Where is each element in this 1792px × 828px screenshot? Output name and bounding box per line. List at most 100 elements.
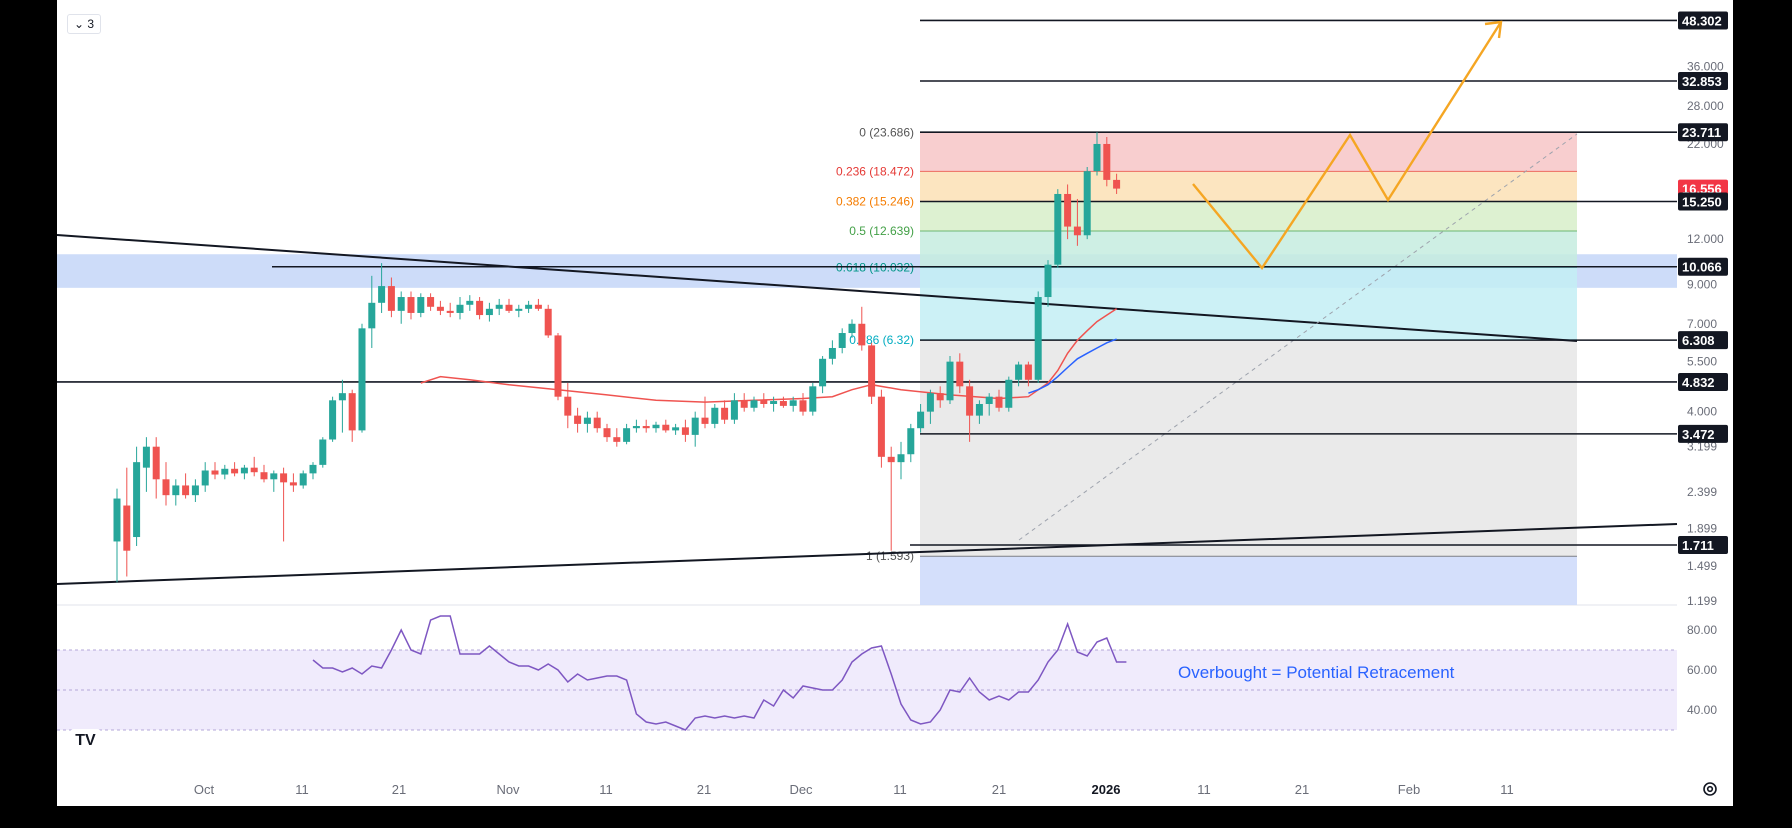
candle xyxy=(446,302,454,318)
rsi-tick-label: 40.00 xyxy=(1687,703,1717,717)
candle xyxy=(123,467,131,577)
candle xyxy=(877,389,885,468)
time-tick-label: 21 xyxy=(992,782,1006,797)
candle-body xyxy=(152,446,160,480)
price-tick-label: 4.000 xyxy=(1687,405,1717,419)
candle-body xyxy=(368,302,376,329)
candle-body xyxy=(436,306,444,311)
candle-body xyxy=(574,415,582,424)
candle xyxy=(495,298,503,316)
candle-body xyxy=(760,400,768,404)
candle xyxy=(858,306,866,351)
settings-gear-icon[interactable] xyxy=(1701,780,1719,798)
fib-band xyxy=(920,132,1577,172)
time-tick-label: 21 xyxy=(392,782,406,797)
candle xyxy=(897,441,905,480)
candle-body xyxy=(211,470,219,475)
candle xyxy=(907,423,915,463)
candle xyxy=(701,396,709,429)
fib-band xyxy=(920,230,1577,268)
candle xyxy=(623,423,631,445)
candle-body xyxy=(387,286,395,311)
candle-body xyxy=(809,386,817,412)
candle xyxy=(1113,173,1121,194)
time-tick-label: 21 xyxy=(1295,782,1309,797)
price-tick-label: 1.199 xyxy=(1687,594,1717,608)
candle xyxy=(681,419,689,442)
candle xyxy=(1103,136,1111,187)
candle-body xyxy=(358,328,366,431)
candle-body xyxy=(378,286,386,303)
legend-collapse-badge[interactable]: ⌄ 3 xyxy=(67,14,102,34)
candle xyxy=(789,396,797,412)
candle-body xyxy=(280,473,288,483)
candle-body xyxy=(1073,226,1081,236)
candle-body xyxy=(995,396,1003,408)
candle-body xyxy=(476,300,484,316)
candle-body xyxy=(407,297,415,313)
candle-body xyxy=(1093,143,1101,172)
candle-body xyxy=(309,464,317,474)
fib-level-label: 0.236 (18.472) xyxy=(836,164,914,178)
candle-body xyxy=(397,297,405,311)
candle xyxy=(1015,361,1023,387)
candle xyxy=(868,342,876,404)
candle-body xyxy=(1024,364,1032,380)
candle xyxy=(917,403,925,433)
candle xyxy=(721,400,729,424)
time-tick-label: Dec xyxy=(789,782,813,797)
price-tick-label: 28.000 xyxy=(1687,99,1724,113)
time-tick-label: 11 xyxy=(1500,782,1514,797)
price-tick-label: 12.000 xyxy=(1687,232,1724,246)
candle-body xyxy=(701,417,709,424)
price-label: 10.066 xyxy=(1682,260,1722,275)
candle xyxy=(809,383,817,416)
fib-level-label: 1 (1.593) xyxy=(866,549,914,563)
price-label: 15.250 xyxy=(1682,195,1722,210)
candle-body xyxy=(525,304,533,309)
fib-band xyxy=(920,556,1577,605)
chart-frame[interactable]: 0 (23.686) 0.236 (18.472) 0.382 (15.246) 0.… xyxy=(57,0,1733,806)
candle-body xyxy=(142,446,150,468)
time-tick-label: 2026 xyxy=(1092,782,1121,797)
candle-body xyxy=(1113,179,1121,189)
candle xyxy=(711,403,719,429)
candle-body xyxy=(632,426,640,429)
candle-body xyxy=(544,308,552,336)
candle-body xyxy=(1044,264,1052,298)
candle xyxy=(603,423,611,442)
candle xyxy=(221,464,229,480)
candle-body xyxy=(917,411,925,429)
candle-body xyxy=(858,323,866,346)
candle xyxy=(770,396,778,412)
candle xyxy=(270,470,278,492)
price-chart[interactable]: 0 (23.686) 0.236 (18.472) 0.382 (15.246) 0.… xyxy=(57,0,1733,806)
candle-body xyxy=(897,454,905,463)
candle xyxy=(280,467,288,542)
candle-body xyxy=(456,304,464,313)
candle-body xyxy=(446,310,454,313)
candle-body xyxy=(113,498,121,542)
candle xyxy=(1024,361,1032,387)
candle-body xyxy=(750,400,758,408)
candle xyxy=(946,356,954,404)
candle-body xyxy=(779,401,787,406)
candle-body xyxy=(201,470,209,486)
candle xyxy=(1093,132,1101,176)
candle-body xyxy=(564,396,572,416)
candle xyxy=(387,277,395,318)
candle xyxy=(309,462,317,480)
candle xyxy=(427,293,435,311)
fib-band xyxy=(920,201,1577,231)
price-label: 32.853 xyxy=(1682,74,1722,89)
candle xyxy=(760,393,768,408)
candle xyxy=(1064,184,1072,240)
candle-body xyxy=(1005,379,1013,408)
projected-path-arrowhead xyxy=(1484,20,1503,39)
price-label-box xyxy=(1678,331,1728,350)
candle xyxy=(172,479,180,506)
candle-body xyxy=(848,323,856,334)
candle-body xyxy=(534,304,542,309)
candle xyxy=(152,437,160,499)
candle xyxy=(289,473,297,492)
